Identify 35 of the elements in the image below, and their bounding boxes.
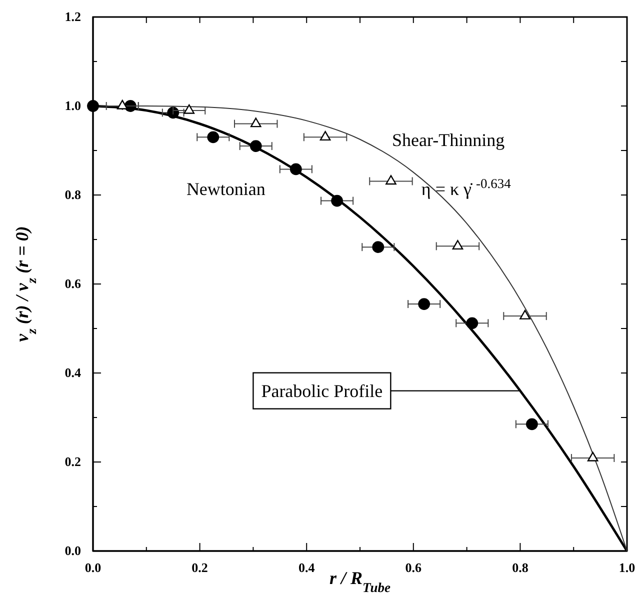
y-tick-label: 0.6 [64, 276, 82, 292]
point [116, 100, 128, 110]
y-tick-label: 0.8 [64, 187, 82, 202]
point [207, 131, 220, 144]
x-axis-title: r / R$_{Tube}$ [329, 568, 391, 594]
point [520, 310, 530, 320]
point [290, 163, 302, 176]
point [526, 418, 538, 430]
y-tick-label: 0.2 [64, 454, 81, 470]
y-tick-label: 0.4 [64, 365, 82, 380]
y-tick-label: 1.2 [64, 9, 81, 24]
point [466, 317, 478, 330]
point [250, 118, 262, 128]
y-tick-label: 1.0 [64, 98, 81, 114]
point [331, 194, 343, 207]
point [587, 452, 598, 462]
annotation: Shear-Thinning [392, 130, 505, 150]
annotation: η = κ γ̇ $^{-0.634}$ [421, 176, 512, 199]
annotation: Newtonian [186, 179, 266, 199]
x-tick-label: 1.0 [618, 560, 636, 576]
y-tick-label: 0.0 [64, 543, 81, 558]
point [452, 240, 464, 250]
point [184, 104, 195, 114]
x-tick-label: 0.4 [298, 560, 316, 576]
point [386, 175, 396, 185]
x-tick-label: 0.2 [192, 560, 208, 576]
x-tick-label: 0.8 [512, 560, 529, 576]
x-tick-label: 0.6 [405, 560, 422, 576]
point [250, 140, 262, 152]
point [418, 298, 430, 310]
x-tick-label: 0.0 [84, 560, 102, 576]
point [372, 241, 384, 254]
point [87, 100, 99, 112]
point [320, 131, 331, 141]
annotation: Parabolic Profile [261, 380, 383, 401]
